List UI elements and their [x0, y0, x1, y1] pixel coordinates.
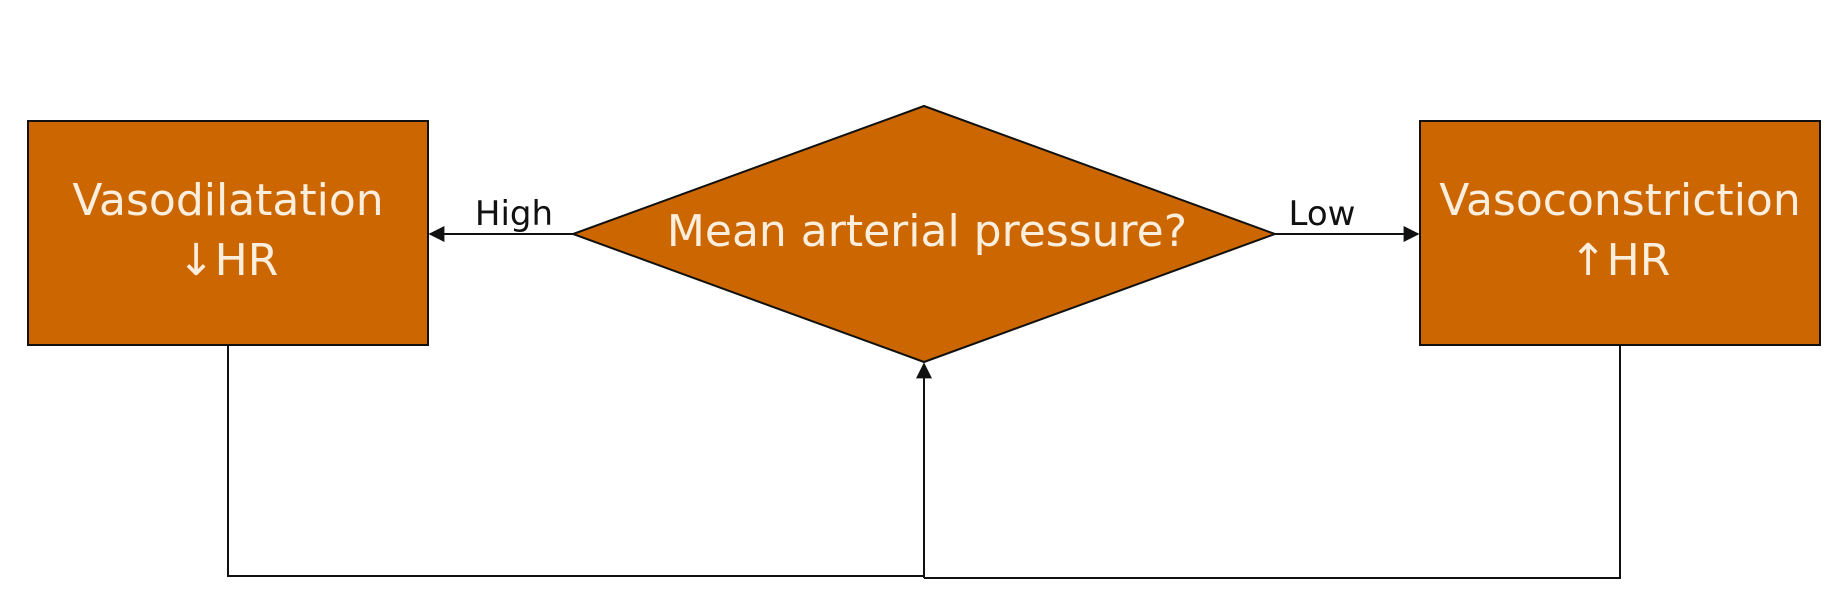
- decision-node: Mean arterial pressure?: [570, 104, 1278, 364]
- vasoconstriction-label: Vasoconstriction: [1439, 175, 1800, 226]
- high-edge-label: High: [475, 194, 553, 234]
- low-edge-label: Low: [1289, 194, 1356, 234]
- decision-label: Mean arterial pressure?: [667, 206, 1187, 257]
- vasodilatation-label: Vasodilatation: [72, 175, 383, 226]
- vasodilatation-box: [27, 120, 429, 346]
- heart-rate-decrease-label: ↓HR: [178, 235, 279, 286]
- left-feedback-line: [227, 346, 924, 577]
- vasoconstriction-box: [1419, 120, 1821, 346]
- vasoconstriction-node: Vasoconstriction ↑HR: [1419, 120, 1821, 346]
- right-feedback-line: [924, 346, 1621, 579]
- heart-rate-increase-label: ↑HR: [1570, 235, 1671, 286]
- vasodilatation-node: Vasodilatation ↓HR: [27, 120, 429, 346]
- decision-diamond: [570, 104, 1278, 364]
